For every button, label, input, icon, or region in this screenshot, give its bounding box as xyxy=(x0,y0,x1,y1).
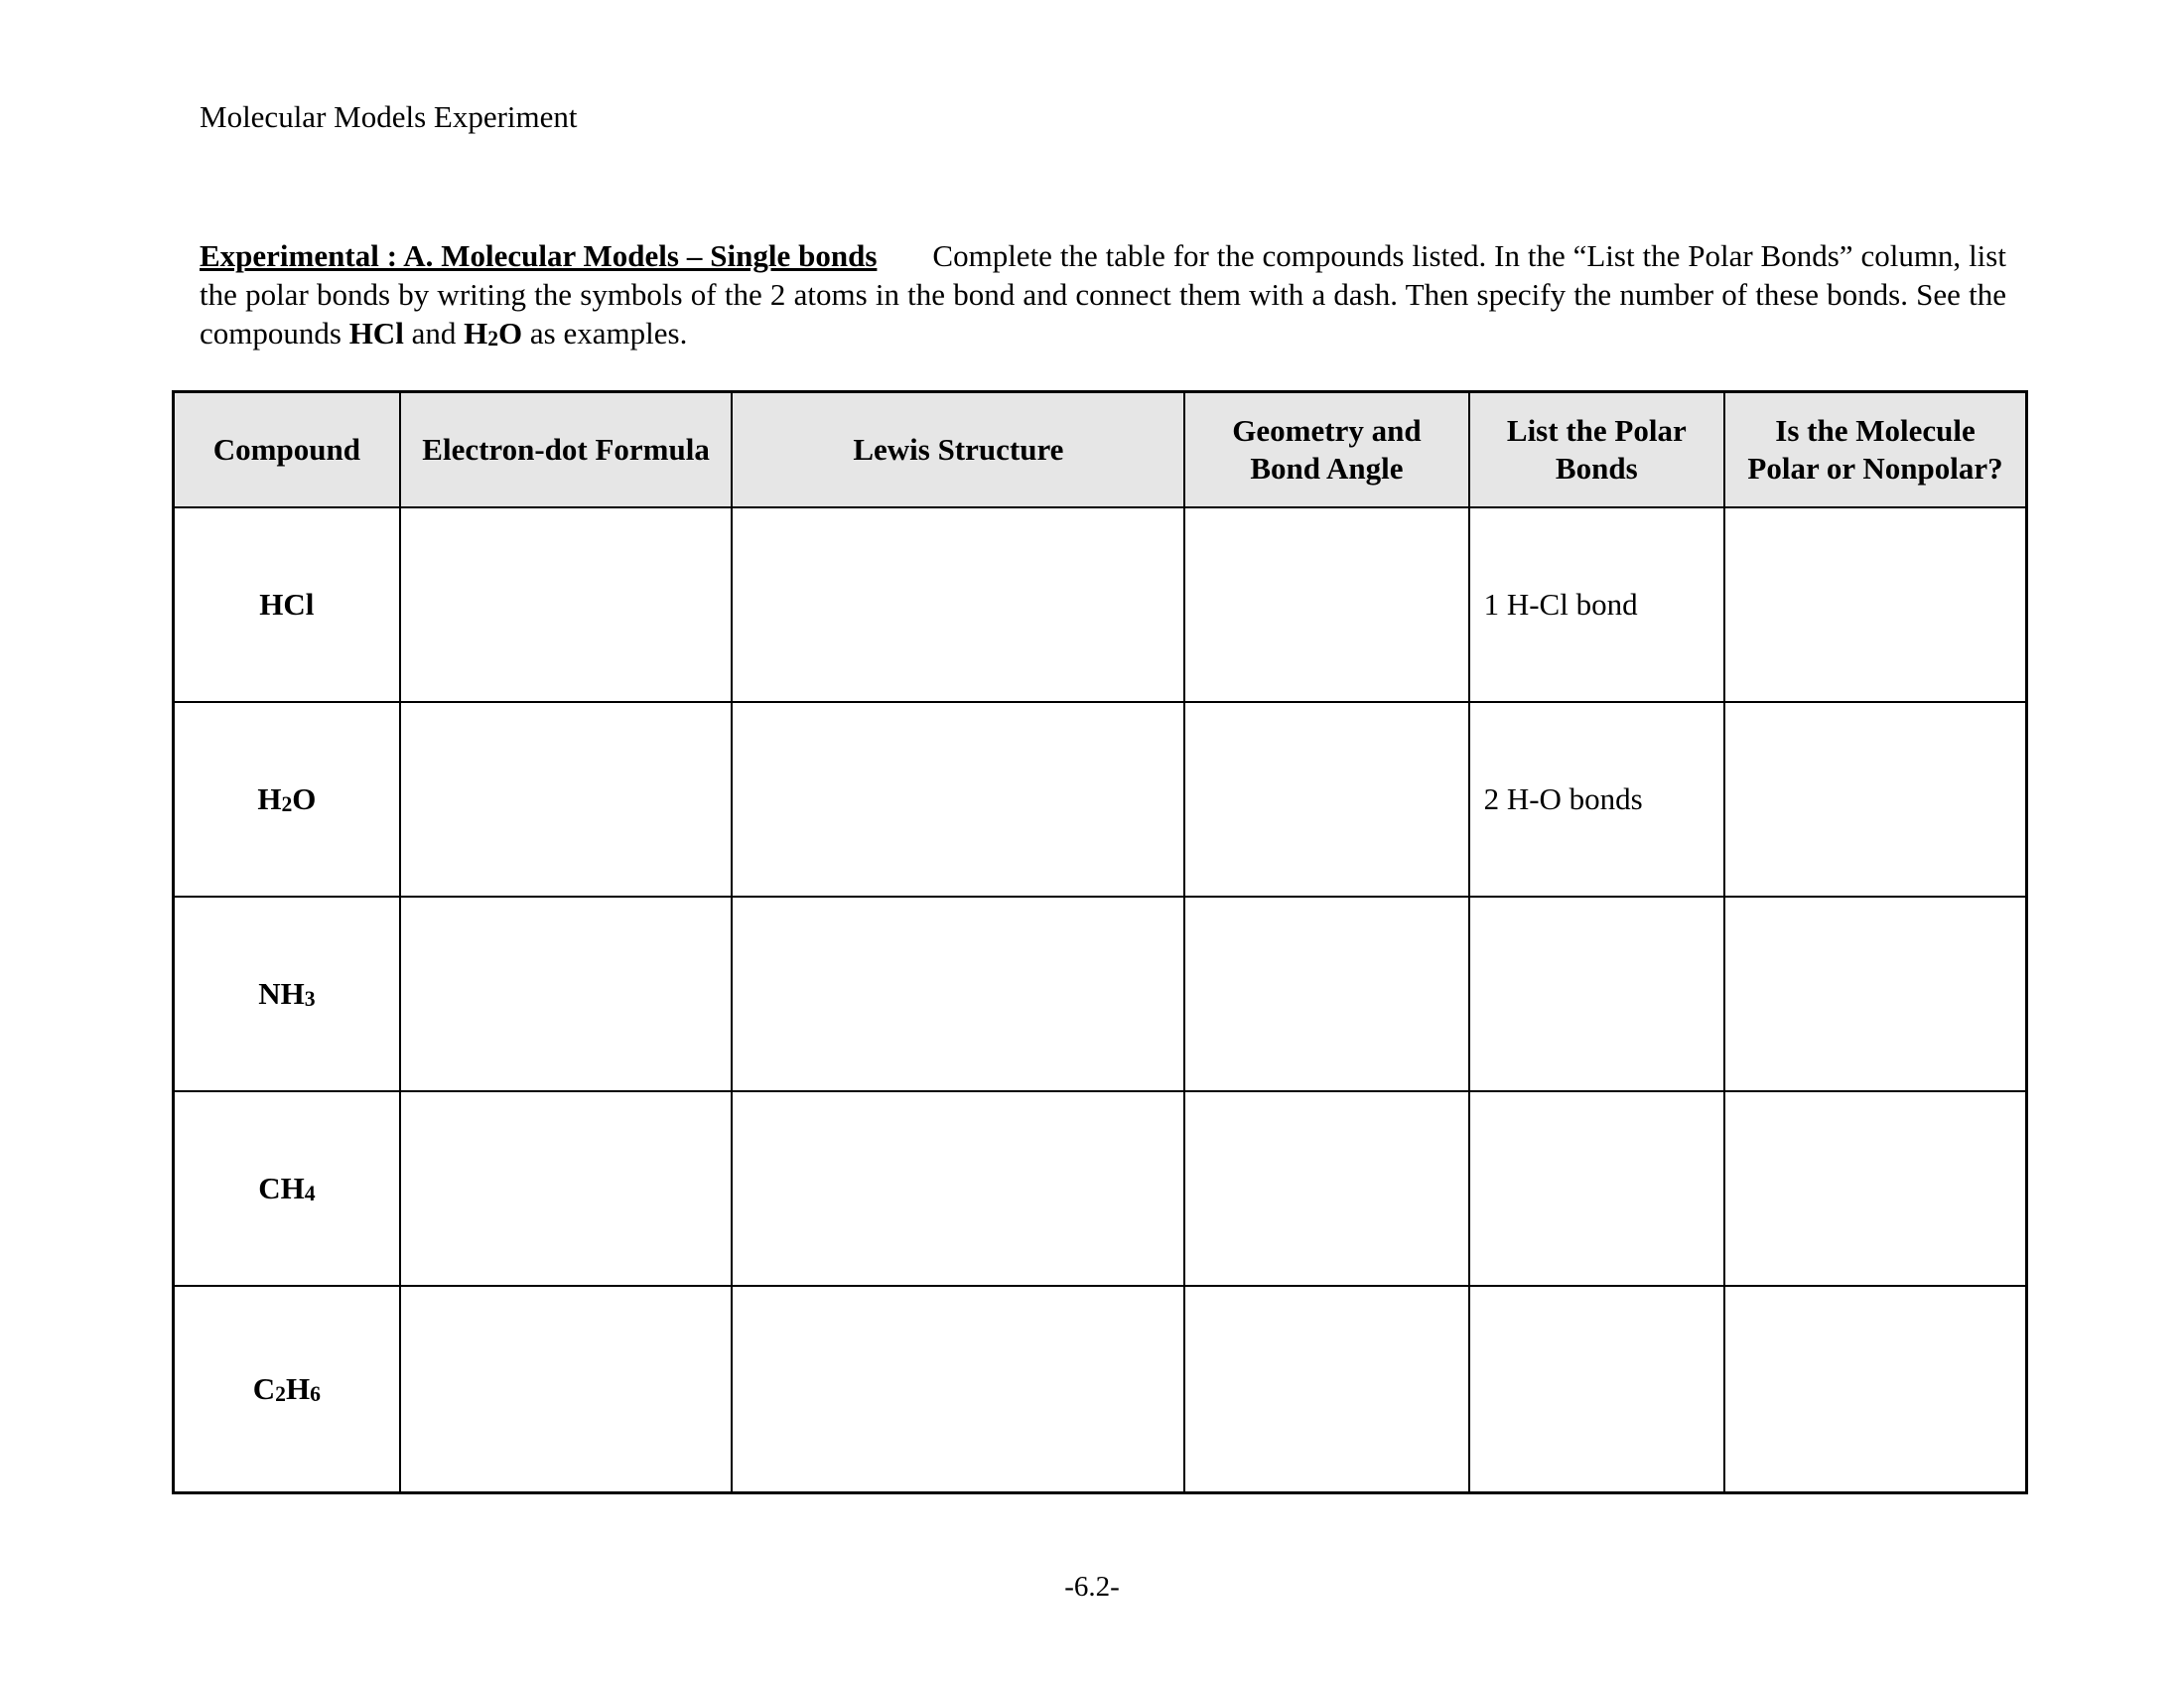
formula-subscript: 2 xyxy=(487,327,499,352)
instructions-text-end: as examples. xyxy=(522,316,688,351)
header-electron-dot: Electron-dot Formula xyxy=(398,390,734,508)
table-row: CH4 xyxy=(172,1090,2028,1287)
polarity-cell[interactable] xyxy=(1723,1285,2028,1494)
electron-dot-cell[interactable] xyxy=(398,896,734,1092)
instructions-paragraph: Experimental : A. Molecular Models – Sin… xyxy=(200,236,2006,352)
table-row: C2H6 xyxy=(172,1285,2028,1494)
geometry-cell[interactable] xyxy=(1183,1090,1470,1287)
polarity-cell[interactable] xyxy=(1723,701,2028,898)
table-row: NH3 xyxy=(172,896,2028,1092)
header-polarity: Is the Molecule Polar or Nonpolar? xyxy=(1723,390,2028,508)
table-row: HCl 1 H-Cl bond xyxy=(172,506,2028,703)
compound-cell: NH3 xyxy=(172,896,401,1092)
polar-bonds-cell[interactable]: 2 H-O bonds xyxy=(1467,701,1726,898)
geometry-cell[interactable] xyxy=(1183,701,1470,898)
lewis-structure-cell[interactable] xyxy=(731,1285,1186,1494)
document-title: Molecular Models Experiment xyxy=(200,99,578,134)
compound-cell: H2O xyxy=(172,701,401,898)
electron-dot-cell[interactable] xyxy=(398,506,734,703)
formula-part: HCl xyxy=(259,587,315,622)
header-lewis-structure: Lewis Structure xyxy=(731,390,1186,508)
formula-part: O xyxy=(498,316,523,351)
polar-bonds-cell[interactable]: 1 H-Cl bond xyxy=(1467,506,1726,703)
polarity-cell[interactable] xyxy=(1723,1090,2028,1287)
example-hcl: HCl xyxy=(348,316,404,351)
formula-subscript: 3 xyxy=(304,987,316,1012)
lewis-structure-cell[interactable] xyxy=(731,1090,1186,1287)
formula-subscript: 2 xyxy=(275,1382,286,1407)
formula-subscript: 4 xyxy=(304,1182,316,1206)
formula-part: O xyxy=(292,781,317,816)
section-heading: Experimental : A. Molecular Models – Sin… xyxy=(200,238,878,273)
formula-part: C xyxy=(252,1371,276,1406)
polar-bonds-cell[interactable] xyxy=(1467,896,1726,1092)
header-geometry: Geometry and Bond Angle xyxy=(1183,390,1470,508)
lewis-structure-cell[interactable] xyxy=(731,701,1186,898)
formula-subscript: 2 xyxy=(281,792,293,817)
compound-cell: HCl xyxy=(172,506,401,703)
header-polar-bonds: List the Polar Bonds xyxy=(1467,390,1726,508)
geometry-cell[interactable] xyxy=(1183,1285,1470,1494)
formula-subscript: 6 xyxy=(310,1382,321,1407)
formula-part: H xyxy=(257,781,282,816)
electron-dot-cell[interactable] xyxy=(398,1285,734,1494)
lewis-structure-cell[interactable] xyxy=(731,896,1186,1092)
header-compound: Compound xyxy=(172,390,401,508)
instructions-text: Complete the table for the compounds lis… xyxy=(200,238,2006,351)
formula-part: CH xyxy=(258,1171,305,1205)
geometry-cell[interactable] xyxy=(1183,896,1470,1092)
geometry-cell[interactable] xyxy=(1183,506,1470,703)
compound-cell: CH4 xyxy=(172,1090,401,1287)
polarity-cell[interactable] xyxy=(1723,896,2028,1092)
electron-dot-cell[interactable] xyxy=(398,1090,734,1287)
instructions-text-and: and xyxy=(403,316,465,351)
page-number: -6.2- xyxy=(1064,1571,1120,1603)
example-h2o: H2O xyxy=(464,316,522,351)
formula-part: H xyxy=(285,1371,311,1406)
polarity-cell[interactable] xyxy=(1723,506,2028,703)
polar-bonds-cell[interactable] xyxy=(1467,1090,1726,1287)
table-header-row: Compound Electron-dot Formula Lewis Stru… xyxy=(172,390,2028,508)
polar-bonds-cell[interactable] xyxy=(1467,1285,1726,1494)
electron-dot-cell[interactable] xyxy=(398,701,734,898)
compound-cell: C2H6 xyxy=(172,1285,401,1494)
formula-part: NH xyxy=(258,976,305,1011)
lewis-structure-cell[interactable] xyxy=(731,506,1186,703)
formula-part: H xyxy=(464,316,488,351)
molecular-models-table: Compound Electron-dot Formula Lewis Stru… xyxy=(172,390,2028,1494)
table-row: H2O 2 H-O bonds xyxy=(172,701,2028,898)
